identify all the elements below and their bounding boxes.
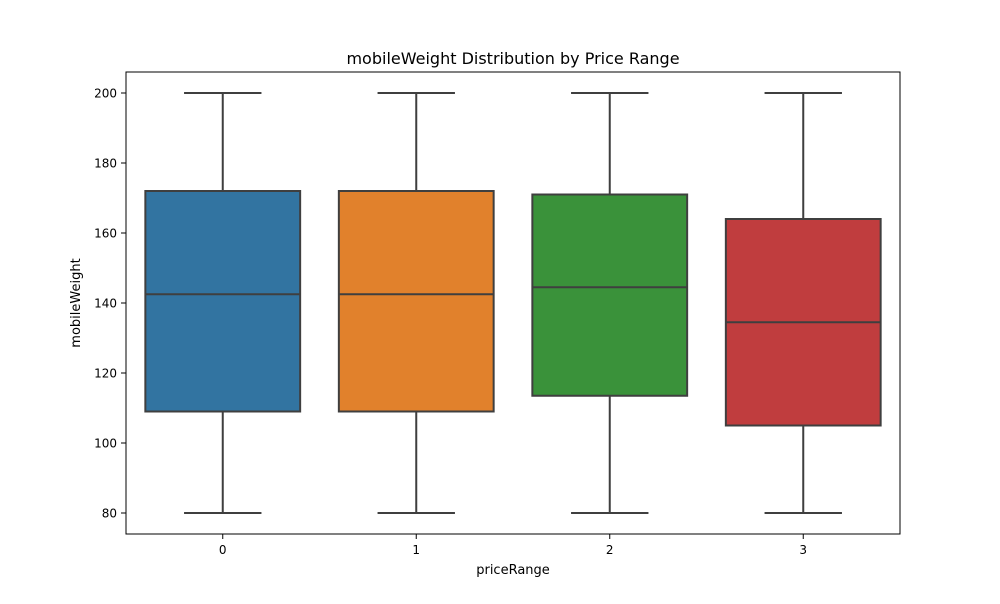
box-0 — [144, 190, 302, 413]
y-tick-label: 80 — [102, 507, 117, 521]
x-tick-label: 0 — [219, 543, 227, 557]
y-tick-label: 120 — [94, 367, 117, 381]
box-2 — [531, 193, 689, 397]
x-tick-label: 3 — [799, 543, 807, 557]
y-tick-label: 160 — [94, 227, 117, 241]
chart-title: mobileWeight Distribution by Price Range — [346, 49, 679, 68]
x-tick-label: 2 — [606, 543, 614, 557]
box-1 — [337, 190, 495, 413]
y-tick-label: 200 — [94, 87, 117, 101]
x-axis-label: priceRange — [476, 563, 550, 578]
y-tick-label: 140 — [94, 297, 117, 311]
y-tick-label: 100 — [94, 437, 117, 451]
plot-area: 80 100 120 140 160 180 200 0 1 2 3 — [94, 71, 901, 557]
y-axis-label: mobileWeight — [69, 258, 84, 347]
y-tick-label: 180 — [94, 157, 117, 171]
x-tick-label: 1 — [412, 543, 420, 557]
